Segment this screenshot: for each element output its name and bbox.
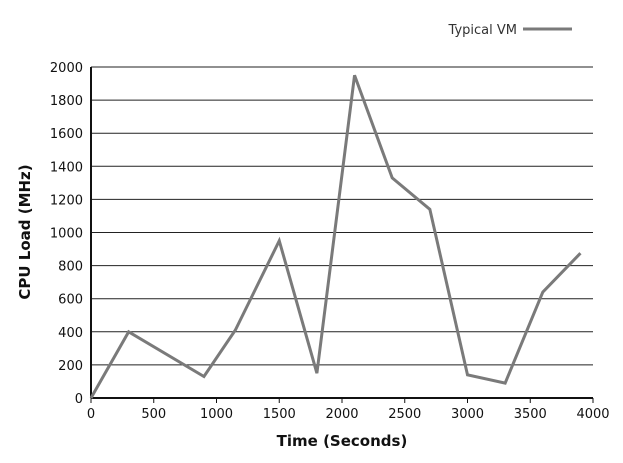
y-tick-label: 2000 (50, 61, 83, 76)
x-tick-label: 2000 (325, 407, 358, 422)
x-axis-title: Time (Seconds) (277, 432, 408, 450)
x-tick-label: 2500 (388, 407, 421, 422)
x-tick-label: 0 (87, 407, 95, 422)
y-tick-label: 1800 (50, 94, 83, 109)
x-tick-label: 3500 (514, 407, 547, 422)
y-tick-labels: 0 200 400 600 800 1000 1200 1400 1600 1800 2000 (50, 61, 83, 407)
y-tick-label: 400 (58, 326, 83, 341)
series-line-typical-vm (89, 74, 582, 399)
x-tick-label: 4000 (576, 407, 609, 422)
y-tick-label: 200 (58, 359, 83, 374)
y-tick-label: 800 (58, 260, 83, 275)
x-tick-label: 1500 (263, 407, 296, 422)
legend-label: Typical VM (448, 23, 517, 38)
axes (90, 67, 594, 403)
y-tick-label: 1000 (50, 227, 83, 242)
y-axis-title: CPU Load (MHz) (16, 164, 34, 299)
x-tick-label: 500 (141, 407, 166, 422)
x-tick-labels: 0 500 1000 1500 2000 2500 3000 3500 4000 (87, 407, 610, 422)
x-tick-label: 1000 (200, 407, 233, 422)
y-tick-label: 0 (75, 392, 83, 407)
y-tick-label: 1400 (50, 160, 83, 175)
gridlines (91, 66, 593, 366)
legend: Typical VM (448, 23, 572, 38)
x-tick-label: 3000 (451, 407, 484, 422)
y-tick-label: 1200 (50, 193, 83, 208)
y-tick-label: 600 (58, 293, 83, 308)
series-lines (89, 74, 582, 399)
y-tick-label: 1600 (50, 127, 83, 142)
